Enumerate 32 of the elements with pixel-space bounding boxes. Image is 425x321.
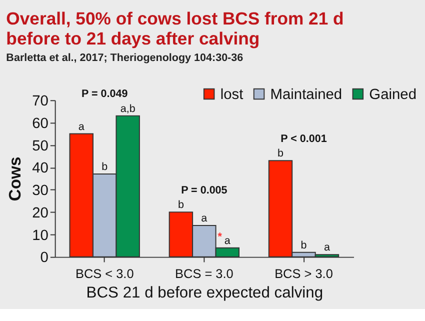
x-tick-label: BCS < 3.0: [75, 266, 134, 281]
x-axis-title: BCS 21 d before expected calving: [86, 284, 324, 302]
legend-label: Gained: [369, 86, 416, 103]
annotation: *: [218, 231, 223, 244]
y-tick-label: 50: [32, 138, 48, 154]
text: P = 0.049: [82, 88, 128, 100]
annotation: P < 0.001: [280, 132, 327, 145]
text: before to 21 days after calving: [6, 28, 260, 48]
chart-subtitle: Barletta et al., 2017; Theriogenology 104:30-36: [6, 52, 244, 64]
y-axis-title: Cows: [5, 156, 24, 202]
x-tick-label: BCS > 3.0: [274, 266, 333, 281]
y-tick-label: 30: [32, 183, 48, 200]
annotation: P = 0.005: [181, 184, 228, 196]
data-label: a: [78, 120, 84, 133]
data-label: a: [324, 242, 330, 254]
data-label: a: [224, 234, 230, 247]
data-label: b: [300, 239, 307, 252]
y-tick-label: 20: [32, 205, 48, 222]
legend-label: lost: [220, 86, 244, 103]
y-tick-label: 70: [32, 94, 48, 110]
data-label: b: [102, 161, 108, 174]
y-tick-label: 40: [32, 160, 48, 177]
y-tick-label: 60: [32, 116, 48, 132]
text: Overall, 50% of cows lost BCS from 21 d: [6, 8, 344, 29]
y-tick-label: 0: [40, 250, 48, 266]
y-tick-label: 10: [32, 228, 48, 244]
data-label: b: [278, 148, 284, 160]
data-label: b: [178, 199, 184, 212]
x-tick-label: BCS = 3.0: [175, 266, 234, 281]
data-label: a: [201, 212, 208, 225]
data-label: a,b: [120, 102, 136, 115]
legend-label: Maintained: [270, 86, 342, 103]
